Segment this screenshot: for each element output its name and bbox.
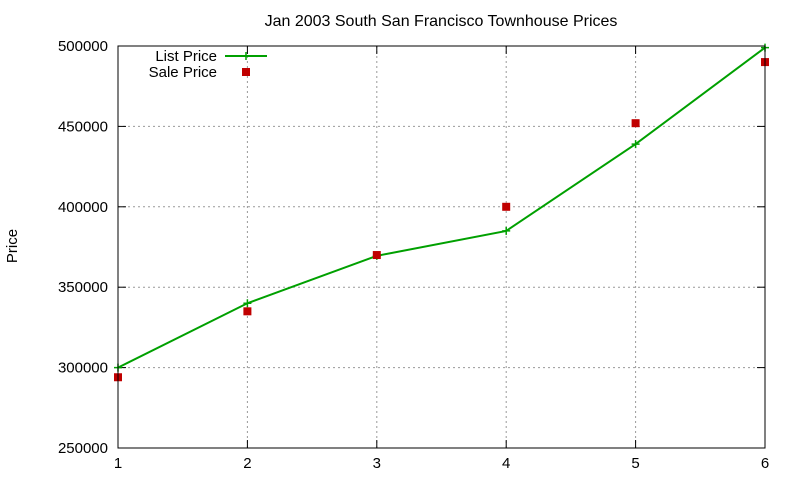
legend-swatch: [242, 68, 250, 76]
y-tick-label: 400000: [58, 199, 108, 216]
y-tick-label: 450000: [58, 118, 108, 135]
data-point: [631, 140, 640, 149]
x-tick-label: 4: [502, 455, 510, 472]
data-point: [502, 202, 511, 211]
legend-swatch: [242, 52, 250, 60]
y-tick-label: 300000: [58, 360, 108, 377]
y-ticks: 250000 300000 350000 400000 450000 500000: [58, 38, 765, 457]
legend-label: List Price: [155, 48, 217, 65]
x-tick-label: 6: [761, 455, 769, 472]
series: [114, 43, 769, 382]
data-point: [631, 119, 640, 128]
data-point: [243, 299, 252, 308]
y-tick-label: 250000: [58, 440, 108, 457]
plot-border: [117, 45, 766, 449]
chart-title: Jan 2003 South San Francisco Townhouse P…: [265, 13, 618, 30]
y-tick-label: 500000: [58, 38, 108, 55]
x-tick-label: 5: [631, 455, 639, 472]
data-point: [243, 307, 252, 316]
series-1: [114, 58, 769, 382]
x-tick-label: 2: [243, 455, 251, 472]
data-point: [372, 251, 381, 260]
y-axis-label: Price: [4, 229, 21, 263]
legend-label: Sale Price: [149, 64, 217, 81]
series-0: [114, 43, 769, 372]
x-tick-label: 1: [114, 455, 122, 472]
y-tick-label: 350000: [58, 279, 108, 296]
data-point: [502, 226, 511, 235]
x-ticks: 1 2 3 4 5 6: [114, 46, 769, 472]
series-line: [117, 46, 766, 369]
x-tick-label: 3: [373, 455, 381, 472]
grid: [118, 46, 765, 448]
